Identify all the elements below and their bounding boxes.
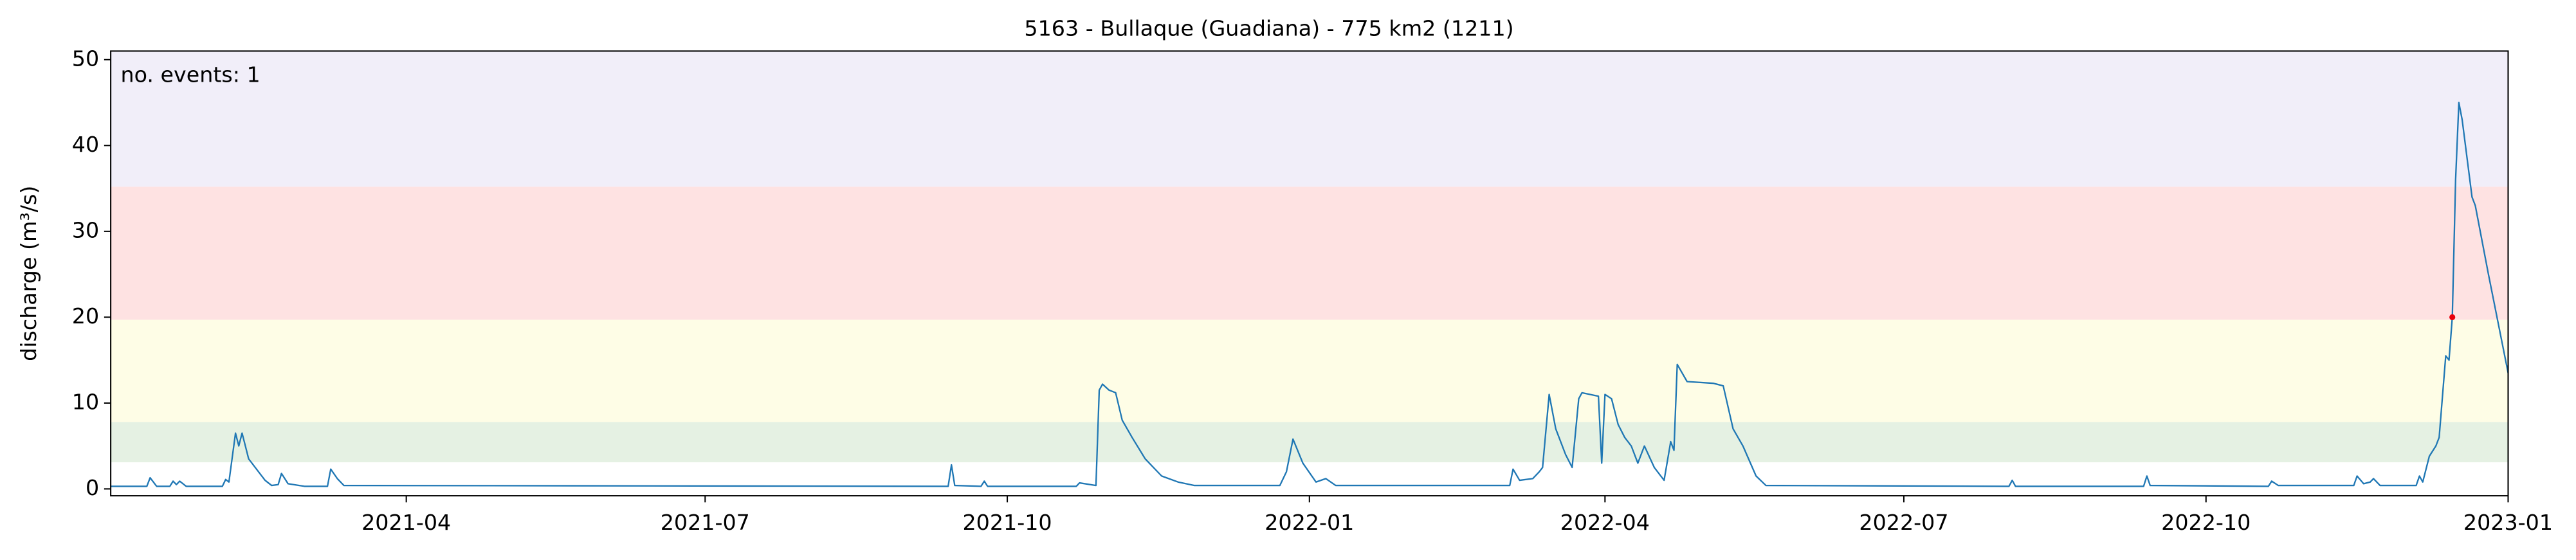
threshold-band [111, 422, 2508, 463]
x-tick-label: 2022-10 [2161, 510, 2251, 535]
y-tick-label: 10 [72, 389, 99, 414]
threshold-band [111, 51, 2508, 187]
x-tick-label: 2023-01 [2463, 510, 2553, 535]
threshold-band [111, 320, 2508, 422]
y-tick-label: 0 [86, 475, 99, 500]
discharge-line [111, 102, 2509, 487]
plot-frame [110, 50, 2509, 497]
x-tick-label: 2021-07 [661, 510, 750, 535]
y-tick-label: 40 [72, 132, 99, 157]
y-axis-label: discharge (m³/s) [16, 186, 41, 361]
x-tick-label: 2022-01 [1265, 510, 1354, 535]
threshold-band [111, 186, 2508, 320]
y-tick-label: 50 [72, 46, 99, 71]
event-point [2449, 314, 2456, 320]
x-tick-label: 2021-10 [962, 510, 1052, 535]
chart-title: 5163 - Bullaque (Guadiana) - 775 km2 (12… [1024, 16, 1513, 41]
x-tick-label: 2022-04 [1560, 510, 1650, 535]
x-tick-label: 2021-04 [361, 510, 451, 535]
y-tick-label: 30 [72, 217, 99, 242]
annotation: no. events: 1 [120, 62, 260, 87]
x-tick-label: 2022-07 [1859, 510, 1948, 535]
y-tick-label: 20 [72, 303, 99, 329]
